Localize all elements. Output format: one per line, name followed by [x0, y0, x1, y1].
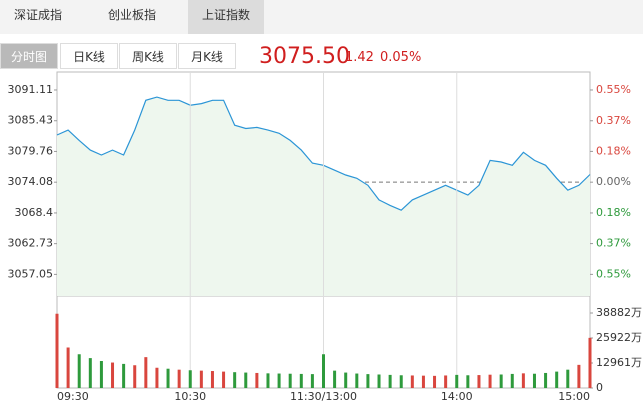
volume-bar [111, 362, 115, 388]
volume-bar [333, 370, 337, 388]
volume-bar [532, 373, 536, 388]
volume-bar [421, 375, 425, 388]
volume-bar [77, 354, 81, 388]
volume-bar [399, 375, 403, 388]
volume-bar [444, 375, 448, 388]
change-percent: 0.05% [380, 50, 422, 65]
subtab-active[interactable]: 分时图 [0, 43, 58, 69]
volume-bar [477, 375, 481, 388]
volume-bar [88, 358, 92, 388]
volume-bar [355, 373, 359, 388]
volume-bar [377, 374, 381, 388]
y2-tick-label: 0.18% [596, 206, 631, 219]
x-tick-label: 10:30 [174, 390, 206, 403]
volume-bar [288, 373, 292, 388]
volume-bar [99, 360, 103, 388]
volume-bar [555, 371, 559, 388]
volume-bar [233, 372, 237, 388]
volume-bar [133, 365, 137, 388]
volume-bar [144, 357, 148, 388]
volume-bar [255, 372, 259, 388]
y-tick-label: 3057.05 [8, 267, 54, 280]
price: 3075.50 [259, 44, 350, 69]
volume-bar [322, 354, 325, 388]
y-tick-label: 3068.4 [15, 206, 54, 219]
volume-bar [166, 368, 170, 388]
volume-bar [488, 374, 492, 388]
volume-bar [588, 337, 592, 388]
y2-tick-label: 0.18% [596, 144, 631, 157]
volume-bar [66, 347, 70, 388]
tab-active[interactable]: 上证指数 [188, 0, 264, 34]
volume-bar [410, 375, 414, 388]
x-tick-label: 14:00 [441, 390, 473, 403]
volume-bar [222, 371, 226, 388]
volume-bar [521, 373, 525, 388]
volume-bar [177, 369, 181, 388]
y2-tick-label: 0.37% [596, 237, 631, 250]
volume-bar [499, 374, 503, 388]
volume-bar [277, 373, 281, 388]
y-tick-label: 3074.08 [8, 175, 54, 188]
volume-bar [577, 364, 581, 388]
y-tick-label: 3085.43 [8, 114, 54, 127]
volume-bar [310, 374, 314, 388]
x-tick-label: 09:30 [57, 390, 89, 403]
volume-bar [466, 375, 470, 388]
volume-bar [433, 375, 437, 388]
volume-bar [388, 374, 392, 388]
y2-tick-label: 0.55% [596, 267, 631, 280]
x-tick-label: 11:30/13:00 [290, 390, 357, 403]
subtab[interactable]: 周K线 [119, 43, 177, 69]
volume-bar [455, 374, 459, 388]
volume-bar [155, 367, 159, 388]
subtab[interactable]: 日K线 [60, 43, 118, 69]
subtab[interactable]: 月K线 [178, 43, 236, 69]
volume-bar [188, 370, 192, 388]
volume-bar [244, 372, 248, 388]
x-tick-label: 15:00 [558, 390, 590, 403]
y-tick-label: 3091.11 [8, 83, 54, 96]
tab-bar: 深证成指 创业板指 上证指数 [0, 0, 643, 34]
y2-tick-label: 0.00% [596, 175, 631, 188]
volume-bar [55, 313, 59, 388]
y-tick-label: 12961万 [596, 356, 642, 369]
volume-bar [510, 373, 514, 388]
volume-bar [299, 373, 303, 388]
tab[interactable]: 深证成指 [13, 8, 62, 22]
volume-bar [210, 371, 214, 388]
volume-bar [544, 372, 548, 388]
y-tick-label: 3079.76 [8, 144, 54, 157]
volume-bar [266, 373, 270, 388]
volume-bar [344, 372, 348, 388]
y-tick-label: 3062.73 [8, 237, 54, 250]
volume-bar [566, 369, 570, 388]
volume-bar [122, 363, 126, 388]
y-tick-label: 25922万 [596, 331, 642, 344]
volume-bar [199, 370, 203, 388]
y2-tick-label: 0.37% [596, 114, 631, 127]
y2-tick-label: 0.55% [596, 83, 631, 96]
volume-bar [366, 374, 370, 388]
y-tick-label: 38882万 [596, 306, 642, 319]
y-tick-label: 0 [596, 381, 603, 394]
tab[interactable]: 创业板指 [107, 8, 156, 22]
change: 1.42 [345, 50, 374, 65]
